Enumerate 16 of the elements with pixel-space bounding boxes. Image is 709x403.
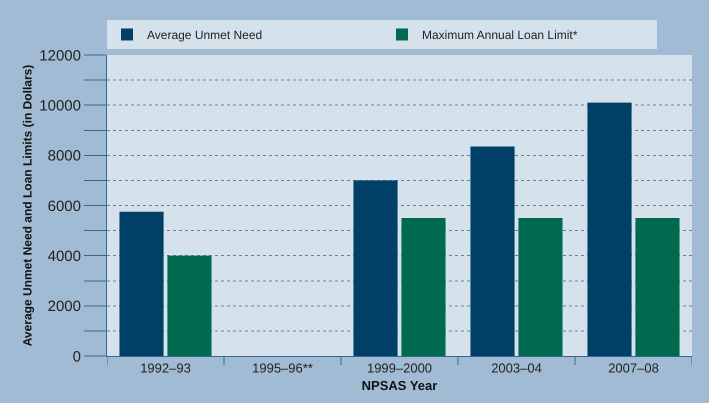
- x-tick-label: 1999–2000: [366, 360, 432, 376]
- y-tick-label: 4000: [48, 248, 81, 265]
- y-tick-label: 12000: [39, 47, 81, 64]
- y-tick-label: 10000: [39, 97, 81, 114]
- legend-label: Average Unmet Need: [147, 28, 262, 42]
- y-axis-title: Average Unmet Need and Loan Limits (in Dollars): [20, 64, 35, 346]
- legend-label: Maximum Annual Loan Limit*: [422, 28, 578, 42]
- x-tick-label: 2007–08: [608, 360, 659, 376]
- y-tick-label: 8000: [48, 148, 81, 165]
- y-tick-label: 6000: [48, 198, 81, 215]
- x-tick-label: 1992–93: [140, 360, 191, 376]
- y-tick-label: 0: [72, 348, 81, 366]
- y-tick-label: 2000: [48, 298, 81, 316]
- x-tick-label: 1995–96**: [252, 360, 313, 376]
- x-axis-title: NPSAS Year: [362, 378, 438, 394]
- x-tick-label: 2003–04: [491, 360, 542, 376]
